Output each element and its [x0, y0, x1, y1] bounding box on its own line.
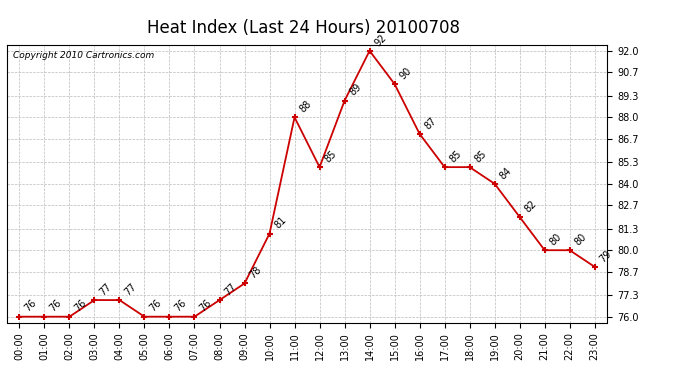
Text: 82: 82: [522, 198, 538, 214]
Text: 81: 81: [273, 215, 288, 231]
Text: 92: 92: [373, 32, 388, 48]
Text: 76: 76: [147, 298, 163, 314]
Text: Copyright 2010 Cartronics.com: Copyright 2010 Cartronics.com: [13, 51, 154, 60]
Text: 76: 76: [72, 298, 88, 314]
Text: 76: 76: [22, 298, 38, 314]
Text: 84: 84: [497, 165, 513, 181]
Text: 88: 88: [297, 99, 313, 114]
Text: 76: 76: [172, 298, 188, 314]
Text: 80: 80: [547, 232, 563, 248]
Text: 80: 80: [573, 232, 588, 248]
Text: 77: 77: [122, 281, 138, 297]
Text: 76: 76: [47, 298, 63, 314]
Text: 77: 77: [222, 281, 238, 297]
Text: 85: 85: [447, 148, 463, 164]
Text: 77: 77: [97, 281, 113, 297]
Text: 89: 89: [347, 82, 363, 98]
Text: 85: 85: [473, 148, 489, 164]
Text: 76: 76: [197, 298, 213, 314]
Text: 85: 85: [322, 148, 338, 164]
Text: 87: 87: [422, 115, 438, 131]
Text: Heat Index (Last 24 Hours) 20100708: Heat Index (Last 24 Hours) 20100708: [147, 19, 460, 37]
Text: 90: 90: [397, 66, 413, 81]
Text: 78: 78: [247, 265, 263, 280]
Text: 79: 79: [598, 248, 613, 264]
